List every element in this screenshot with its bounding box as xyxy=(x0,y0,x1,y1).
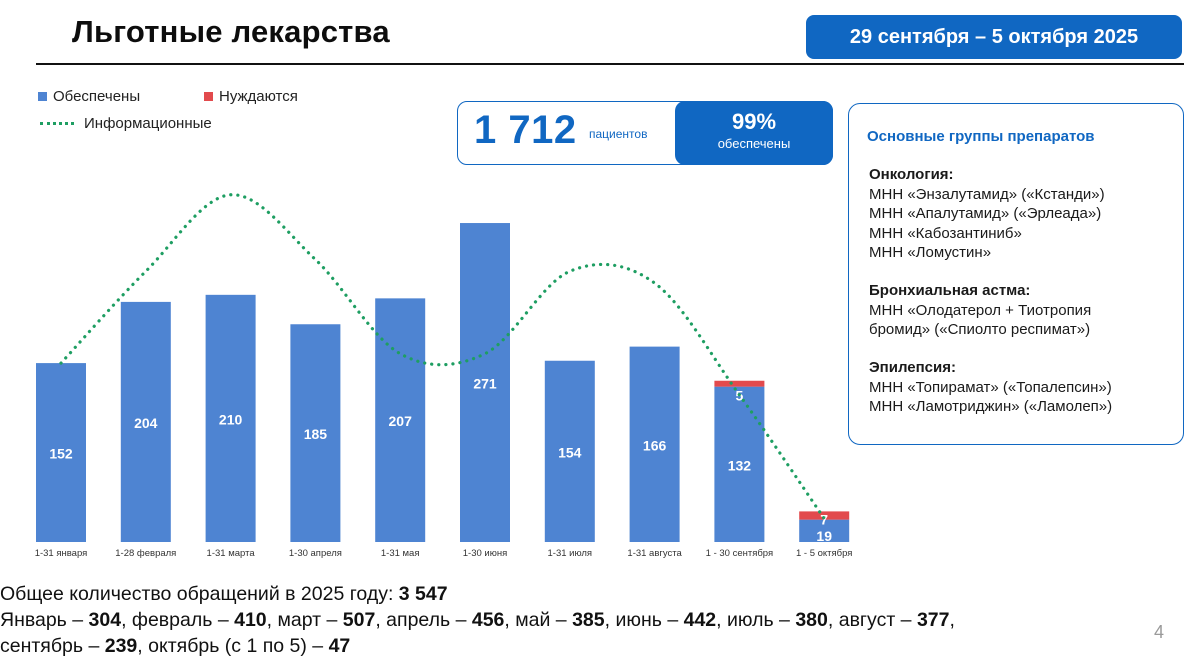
info-line xyxy=(59,193,826,521)
legend-provided: Обеспечены xyxy=(38,88,140,105)
drug-group-oncology: Онкология: МНН «Энзалутамид» («Кстанди»)… xyxy=(869,165,1105,263)
bar-value-label: 210 xyxy=(219,411,243,427)
legend-swatch-blue xyxy=(38,92,47,101)
month-label: февраль xyxy=(131,609,213,631)
group-heading: Бронхиальная астма: xyxy=(869,282,1031,299)
legend-dotted-line xyxy=(40,122,74,125)
category-label: 1-31 августа xyxy=(627,548,682,559)
summary-months-line1: Январь – 304, февраль – 410, март – 507,… xyxy=(0,609,955,631)
drug-groups-panel: Основные группы препаратов Онкология: МН… xyxy=(848,103,1184,445)
group-heading: Онкология: xyxy=(869,166,954,183)
month-value: 385 xyxy=(572,609,605,631)
legend-needing: Нуждаются xyxy=(204,88,298,105)
legend-info-label: Информационные xyxy=(84,115,212,132)
month-label: сентябрь xyxy=(0,635,84,657)
category-label: 1-28 февраля xyxy=(115,548,176,559)
header-divider xyxy=(36,63,1184,65)
group-line: МНН «Ламотриджин» («Ламолеп») xyxy=(869,398,1113,415)
month-value: 410 xyxy=(234,609,267,631)
summary-total: Общее количество обращений в 2025 году: … xyxy=(0,583,448,606)
group-line: МНН «Кабозантиниб» xyxy=(869,224,1022,242)
bar-provided xyxy=(544,360,595,542)
bar-value-label: 19 xyxy=(816,528,832,544)
bar-value-label: 207 xyxy=(389,413,413,429)
group-line: МНН «Энзалутамид» («Кстанди») xyxy=(869,185,1105,203)
group-line: бромид» («Спиолто респимат») xyxy=(869,321,1091,338)
month-value: 47 xyxy=(328,635,351,657)
page-title: Льготные лекарства xyxy=(72,14,390,49)
bar-chart: 152 1-31 января 204 1-28 февраля 210 1-31 мар… xyxy=(35,193,852,559)
bar-value-label: 204 xyxy=(134,415,158,431)
month-label: июль xyxy=(727,609,774,631)
bar-value-label: 154 xyxy=(558,444,582,460)
bar-provided xyxy=(629,346,680,542)
patients-label: пациентов xyxy=(589,127,648,141)
drug-groups-title: Основные группы препаратов xyxy=(867,128,1095,145)
month-value: 442 xyxy=(683,609,717,631)
bar-value-label: 132 xyxy=(728,457,752,473)
legend-needing-label: Нуждаются xyxy=(219,88,298,105)
category-label: 1-31 марта xyxy=(207,548,256,559)
drug-group-epilepsy: Эпилепсия: МНН «Топирамат» («Топалепсин»… xyxy=(869,358,1112,417)
bar-needing-label: 7 xyxy=(820,511,828,527)
provided-percent-block: 99% обеспечены xyxy=(675,101,833,165)
month-value: 304 xyxy=(88,609,122,631)
category-label: 1-30 апреля xyxy=(289,548,342,559)
summary-total-value: 3 547 xyxy=(398,583,448,605)
bar-provided xyxy=(290,324,341,542)
month-value: 239 xyxy=(104,635,138,657)
category-label: 1-31 июля xyxy=(548,548,593,559)
bar-provided xyxy=(799,519,850,542)
legend-provided-label: Обеспечены xyxy=(53,88,141,105)
bar-provided xyxy=(205,294,256,542)
group-line: МНН «Ломустин» xyxy=(869,244,992,261)
bar-value-label: 185 xyxy=(304,426,328,442)
group-line: МНН «Топирамат» («Топалепсин») xyxy=(869,378,1112,396)
bar-value-label: 271 xyxy=(473,376,497,392)
month-label: июнь xyxy=(615,609,662,631)
month-label: май xyxy=(515,609,551,631)
group-line: МНН «Олодатерол + Тиотропия xyxy=(869,301,1092,319)
group-line: МНН «Апалутамид» («Эрлеада») xyxy=(869,205,1102,222)
category-label: 1-31 января xyxy=(35,548,88,559)
bar-provided xyxy=(460,223,510,542)
provided-percent: 99% xyxy=(731,109,777,134)
month-value: 377 xyxy=(916,609,950,631)
month-label: август xyxy=(838,609,896,631)
group-heading: Эпилепсия: xyxy=(869,359,956,376)
page-number: 4 xyxy=(1154,622,1165,642)
month-value: 380 xyxy=(795,609,828,631)
legend-swatch-red xyxy=(204,92,213,101)
category-label: 1 - 30 сентября xyxy=(706,548,773,559)
bar-provided xyxy=(120,301,171,542)
summary-months-line2: сентябрь – 239, октябрь (с 1 по 5) – 47 xyxy=(0,635,351,657)
bar-needing xyxy=(714,380,765,387)
summary-total-prefix: Общее количество обращений в 2025 году: xyxy=(0,583,399,605)
bar-value-label: 152 xyxy=(49,446,73,462)
category-label: 1-31 мая xyxy=(381,548,420,559)
category-label: 1-30 июня xyxy=(463,548,507,559)
bar-provided xyxy=(714,386,765,542)
legend-info: Информационные xyxy=(40,115,212,132)
month-label: апрель xyxy=(386,609,451,631)
month-label: октябрь (с 1 по 5) xyxy=(148,635,307,657)
patients-stat-card: 1 712 пациентов 99% обеспечены xyxy=(457,101,833,165)
patients-count: 1 712 xyxy=(474,108,577,152)
date-range-badge: 29 сентября – 5 октября 2025 xyxy=(806,15,1182,59)
month-value: 507 xyxy=(342,609,376,631)
provided-percent-label: обеспечены xyxy=(717,136,791,151)
month-label: Январь xyxy=(0,609,67,631)
bar-provided xyxy=(36,363,86,542)
category-label: 1 - 5 октября xyxy=(796,548,852,559)
month-label: март xyxy=(277,609,322,631)
month-value: 456 xyxy=(471,609,505,631)
bar-value-label: 166 xyxy=(643,437,667,453)
bar-needing xyxy=(799,511,850,520)
drug-group-asthma: Бронхиальная астма: МНН «Олодатерол + Ти… xyxy=(869,281,1091,340)
